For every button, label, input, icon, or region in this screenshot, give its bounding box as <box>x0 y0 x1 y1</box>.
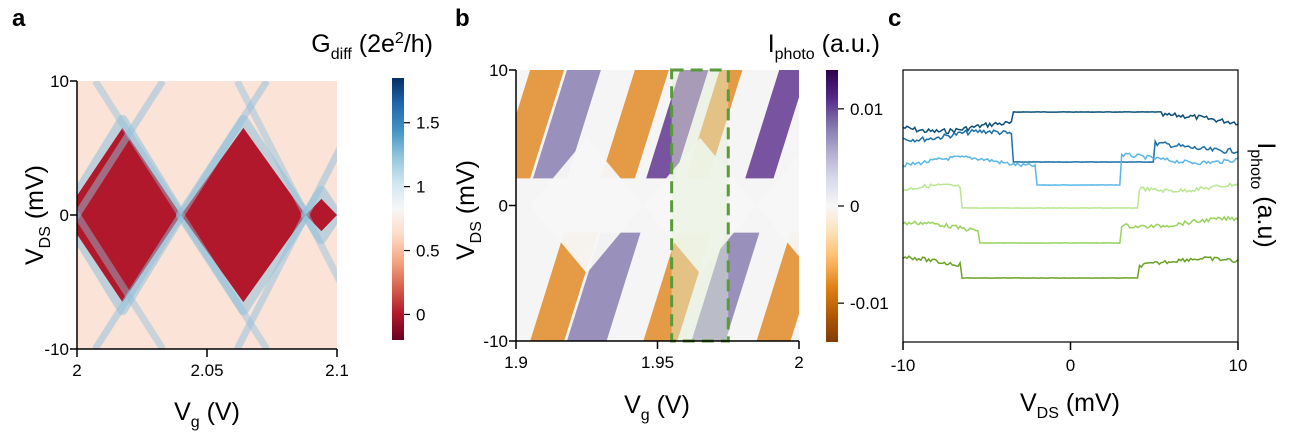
axes-c: -10 0 10 <box>891 69 1248 375</box>
colorbar-tick-label-b: -0.01 <box>850 294 889 313</box>
trace-c-4 <box>902 182 1239 209</box>
x-axis-label-a: Vg (V) <box>174 398 240 431</box>
x-tick-label-c: 10 <box>1229 356 1248 375</box>
excitation-line-a <box>77 213 166 349</box>
coulomb-diamond-a <box>305 198 337 232</box>
excitation-line-a <box>234 213 309 349</box>
trace-c-5 <box>902 215 1239 244</box>
colorbar-a <box>392 78 404 340</box>
y-axis-label-b: VDS (mV) <box>452 160 485 260</box>
trace-c-1 <box>902 111 1239 135</box>
x-tick-label-b: 1.95 <box>641 353 674 372</box>
heatmap-a <box>77 81 337 349</box>
panel-label-b: b <box>455 5 470 32</box>
colorbar-label-a: Gdiff (2e2/h) <box>311 30 433 63</box>
colorbar-tick-label-a: 0.5 <box>416 242 440 261</box>
photocurrent-stripe-b <box>756 232 799 341</box>
photocurrent-stripe-b <box>516 70 565 179</box>
x-axis-label-b: Vg (V) <box>624 391 690 424</box>
x-tick-label-b: 2 <box>794 353 803 372</box>
y-axis-label-a: VDS (mV) <box>21 165 54 265</box>
y-axis-label-c: Iphoto (a.u) <box>1247 142 1280 247</box>
y-tick-label-a: 10 <box>50 72 69 91</box>
trace-c-6 <box>902 255 1239 279</box>
x-tick-label-c: -10 <box>891 356 916 375</box>
colorbar-tick-label-a: 1 <box>416 178 425 197</box>
photocurrent-stripe-b <box>646 70 709 179</box>
excitation-line-a <box>92 213 184 349</box>
panel-b: 1.9 1.95 2 -10 0 10 VDS (mV) Vg (V) -0.01 0 0.0… <box>452 30 889 424</box>
traces-c <box>902 111 1239 279</box>
colorbar-tick-label-a: 1.5 <box>416 114 440 133</box>
colorbar-ticks-a: 0 0.5 1 1.5 <box>404 114 440 324</box>
panel-label-a: a <box>12 5 26 32</box>
x-tick-label-a: 2.1 <box>325 361 349 380</box>
plot-frame-c <box>902 69 1239 343</box>
excitation-line-a <box>92 81 184 217</box>
photocurrent-stripe-b <box>600 70 669 179</box>
trace-c-3 <box>902 152 1239 186</box>
colorbar-tick-label-b: 0 <box>850 197 859 216</box>
colorbar-label-b: Iphoto (a.u.) <box>768 30 880 63</box>
x-tick-label-a: 2 <box>72 361 81 380</box>
highlight-fill-b <box>671 70 729 341</box>
highlight-window-b <box>670 68 730 343</box>
colorbar-tick-label-b: 0.01 <box>850 100 883 119</box>
photocurrent-stripe-b <box>532 70 601 179</box>
excitation-line-a <box>178 81 270 217</box>
y-tick-label-b: -10 <box>483 332 508 351</box>
heatmap-b <box>516 70 799 341</box>
axes-a: 2 2.05 2.1 -10 0 10 <box>44 72 348 380</box>
x-tick-label-a: 2.05 <box>190 361 223 380</box>
photocurrent-stripe-b <box>566 232 641 341</box>
y-tick-label-a: 0 <box>60 206 69 225</box>
photocurrent-stripe-b <box>691 232 760 341</box>
trace-c-2 <box>902 128 1239 163</box>
excitation-line-a <box>77 81 166 217</box>
axes-b: 1.9 1.95 2 -10 0 10 <box>483 61 803 372</box>
excitation-line-a <box>302 146 337 217</box>
x-tick-label-c: 0 <box>1066 356 1075 375</box>
blockade-diamond-b <box>756 154 799 257</box>
x-axis-label-c: VDS (mV) <box>1020 389 1120 422</box>
colorbar-tick-label-a: 0 <box>416 305 425 324</box>
colorbar-b <box>826 70 838 342</box>
panel-c: -10 0 10 Iphoto (a.u) VDS (mV) <box>891 69 1280 422</box>
y-tick-label-a: -10 <box>44 340 69 359</box>
excitation-line-a <box>302 213 337 284</box>
x-tick-label-b: 1.9 <box>504 353 528 372</box>
panel-label-c: c <box>888 5 901 32</box>
excitation-line-a <box>234 81 309 217</box>
photocurrent-stripe-b <box>745 70 799 179</box>
y-tick-label-b: 0 <box>499 197 508 216</box>
blockade-diamond-b <box>530 137 644 274</box>
colorbar-ticks-b: -0.01 0 0.01 <box>838 100 889 313</box>
y-tick-label-b: 10 <box>489 61 508 80</box>
